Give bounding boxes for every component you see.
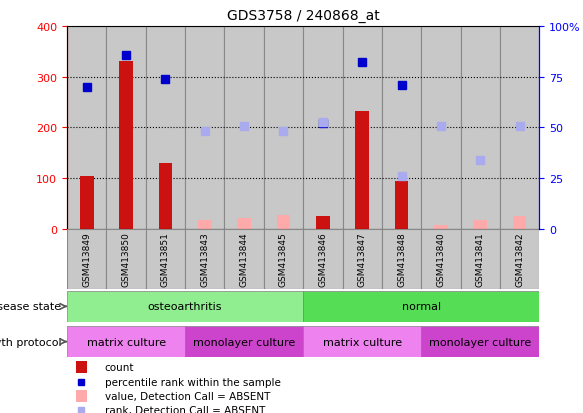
- Text: osteoarthritis: osteoarthritis: [148, 301, 222, 312]
- Bar: [512, 216, 526, 229]
- Text: monolayer culture: monolayer culture: [429, 337, 531, 347]
- Bar: [237, 218, 251, 229]
- Text: growth protocol: growth protocol: [0, 337, 61, 347]
- Bar: [76, 361, 87, 373]
- Bar: [434, 225, 448, 229]
- Bar: [67, 291, 303, 322]
- Bar: [80, 176, 94, 229]
- Text: GSM413840: GSM413840: [437, 232, 445, 287]
- Bar: [67, 27, 106, 229]
- Bar: [303, 27, 342, 229]
- Text: GSM413849: GSM413849: [82, 232, 91, 287]
- Bar: [342, 229, 382, 289]
- Bar: [342, 27, 382, 229]
- Bar: [276, 215, 290, 229]
- Bar: [473, 220, 487, 229]
- Bar: [303, 229, 342, 289]
- Bar: [185, 229, 224, 289]
- Text: disease state: disease state: [0, 301, 61, 312]
- Text: count: count: [105, 362, 134, 373]
- Text: GSM413851: GSM413851: [161, 232, 170, 287]
- Text: value, Detection Call = ABSENT: value, Detection Call = ABSENT: [105, 392, 270, 401]
- Bar: [264, 229, 303, 289]
- Text: GSM413843: GSM413843: [201, 232, 209, 287]
- Bar: [146, 27, 185, 229]
- Bar: [67, 326, 185, 357]
- Bar: [76, 390, 87, 402]
- Bar: [461, 229, 500, 289]
- Text: GSM413844: GSM413844: [240, 232, 248, 286]
- Text: GSM413845: GSM413845: [279, 232, 288, 287]
- Text: percentile rank within the sample: percentile rank within the sample: [105, 377, 280, 387]
- Text: GSM413842: GSM413842: [515, 232, 524, 286]
- Title: GDS3758 / 240868_at: GDS3758 / 240868_at: [227, 9, 380, 23]
- Bar: [159, 164, 173, 229]
- Bar: [224, 229, 264, 289]
- Text: GSM413850: GSM413850: [122, 232, 131, 287]
- Text: normal: normal: [402, 301, 441, 312]
- Text: GSM413841: GSM413841: [476, 232, 484, 287]
- Bar: [421, 326, 539, 357]
- Bar: [316, 216, 330, 229]
- Bar: [421, 27, 461, 229]
- Bar: [185, 326, 303, 357]
- Bar: [303, 291, 539, 322]
- Bar: [500, 229, 539, 289]
- Bar: [67, 229, 106, 289]
- Text: matrix culture: matrix culture: [86, 337, 166, 347]
- Bar: [421, 229, 461, 289]
- Bar: [106, 27, 146, 229]
- Text: GSM413848: GSM413848: [397, 232, 406, 287]
- Bar: [382, 27, 421, 229]
- Bar: [264, 27, 303, 229]
- Bar: [500, 27, 539, 229]
- Bar: [303, 326, 421, 357]
- Bar: [395, 181, 409, 229]
- Bar: [198, 220, 212, 229]
- Bar: [119, 62, 133, 229]
- Bar: [106, 229, 146, 289]
- Text: matrix culture: matrix culture: [322, 337, 402, 347]
- Bar: [185, 27, 224, 229]
- Text: rank, Detection Call = ABSENT: rank, Detection Call = ABSENT: [105, 405, 265, 413]
- Bar: [355, 112, 369, 229]
- Bar: [382, 229, 421, 289]
- Text: monolayer culture: monolayer culture: [193, 337, 295, 347]
- Bar: [461, 27, 500, 229]
- Bar: [224, 27, 264, 229]
- Text: GSM413847: GSM413847: [358, 232, 367, 287]
- Text: GSM413846: GSM413846: [318, 232, 327, 287]
- Bar: [146, 229, 185, 289]
